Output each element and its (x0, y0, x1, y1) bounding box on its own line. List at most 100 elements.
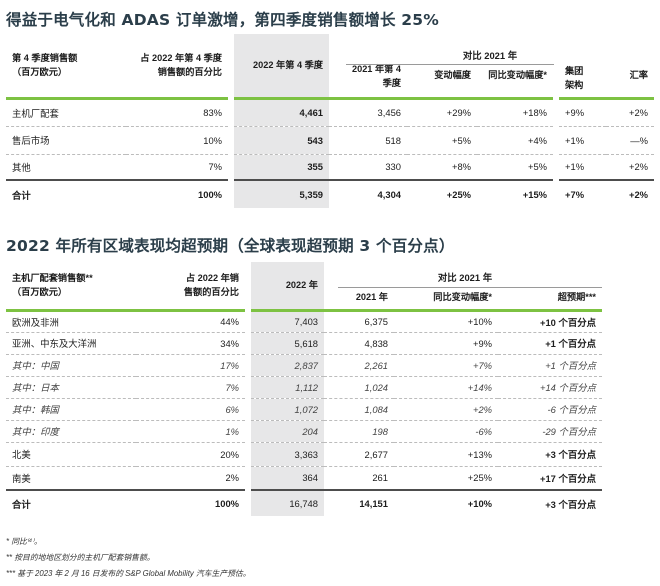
row-outperformance: +17 个百分点 (539, 472, 596, 484)
row-q4-2021: 3,456 (329, 96, 407, 127)
table2-header-row: 主机厂配套销售额** （百万欧元） 占 2022 年销 售额的百分比 2022 年 … (6, 262, 602, 310)
row-2022: 364 (245, 466, 324, 490)
total-2022: 16,748 (245, 489, 324, 516)
section2-title: 2022 年所有区域表现均超预期（全球表现超预期 3 个百分点） (6, 237, 455, 255)
table-row: 欧洲及非洲 44% 7,403 6,375 +10% +10 个百分点 (6, 308, 602, 333)
row-label: 其中：印度 (6, 420, 136, 443)
header-group: 集团 架构 (553, 34, 606, 98)
row-pct: 10% (126, 126, 231, 155)
total-label: 合计 (6, 179, 126, 208)
row-pct: 44% (136, 308, 248, 333)
total-q4-2022: 5,359 (228, 179, 329, 208)
header-q4-2021: 2021 年第 4 季度 (351, 64, 401, 89)
header-fx: 汇率 (629, 70, 648, 81)
row-outperformance: +1 个百分点 (498, 332, 602, 355)
row-yoy: -6% (394, 420, 498, 443)
total-group: +7% (553, 179, 606, 208)
row-group: +9% (553, 96, 606, 127)
footnote-2: ** 按目的地地区划分的主机厂配套销售额。 (6, 553, 155, 562)
header-share-label: 占 2022 年销 售额的百分比 (183, 273, 239, 298)
table-row: 其中：日本 7% 1,112 1,024 +14% +14 个百分点 (6, 376, 602, 399)
total-q4-2021: 4,304 (329, 179, 407, 208)
row-2022: 7,403 (245, 308, 324, 333)
total-fx: +2% (606, 179, 654, 208)
total-2021: 14,151 (324, 489, 394, 516)
table2-compare-rule (338, 287, 602, 288)
row-yoy: +5% (527, 161, 547, 173)
table-row: 北美 20% 3,363 2,677 +13% +3 个百分点 (6, 442, 602, 467)
header-2022: 2022 年 (245, 262, 324, 310)
row-pct: 34% (136, 332, 248, 355)
table2-compare-title: 对比 2021 年 (437, 272, 493, 283)
row-q4-2022: 543 (228, 126, 329, 155)
row-yoy: +14% (394, 376, 498, 399)
row-outperformance: -6 个百分点 (498, 398, 602, 421)
total-pct: 100% (126, 179, 231, 208)
row-yoy: +2% (394, 398, 498, 421)
total-yoy: +15% (477, 179, 556, 208)
header-oem-sales-label: 主机厂配套销售额** （百万欧元） (12, 273, 93, 298)
row-pct: 20% (136, 442, 248, 467)
row-group: +1% (553, 126, 606, 155)
table-row: 其他 7% 355 330 +8% +5% +1% +2% (6, 154, 654, 180)
row-2022: 2,837 (245, 354, 324, 377)
row-q4-2022: 355 (228, 154, 329, 180)
row-2021: 4,838 (324, 332, 394, 355)
row-2021: 1,084 (324, 398, 394, 421)
row-label: 其他 (12, 161, 31, 173)
row-yoy: +4% (477, 126, 556, 155)
row-outperformance: +14 个百分点 (498, 376, 602, 399)
table-row: 主机厂配套 83% 4,461 3,456 +29% +18% +9% +2% (6, 96, 654, 127)
row-yoy: +10% (394, 308, 498, 333)
table-row: 南美 2% 364 261 +25% +17 个百分点 (6, 466, 602, 490)
table-row: 其中：韩国 6% 1,072 1,084 +2% -6 个百分点 (6, 398, 602, 421)
row-outperformance: +10 个百分点 (498, 308, 602, 333)
row-q4-2022: 4,461 (228, 96, 329, 127)
row-label: 南美 (12, 472, 31, 484)
row-fx: +2% (606, 96, 654, 127)
row-label: 欧洲及非洲 (6, 308, 136, 333)
row-label: 主机厂配套 (6, 96, 126, 127)
row-yoy: +9% (394, 332, 498, 355)
row-label: 售后市场 (6, 126, 126, 155)
table-row: 亚洲、中东及大洋洲 34% 5,618 4,838 +9% +1 个百分点 (6, 332, 602, 355)
row-2022: 3,363 (245, 442, 324, 467)
row-2022: 204 (245, 420, 324, 443)
row-yoy: +7% (394, 354, 498, 377)
row-2021: 2,677 (324, 442, 394, 467)
row-fx: +2% (628, 161, 648, 173)
total-yoy: +10% (394, 489, 498, 516)
oem-region-table: 主机厂配套销售额** （百万欧元） 占 2022 年销 售额的百分比 2022 年 … (6, 262, 602, 516)
row-change: +5% (407, 126, 477, 155)
header-share-label: 占 2022 年第 4 季度 销售额的百分比 (140, 53, 222, 78)
row-q4-2021: 330 (385, 161, 401, 173)
header-yoy: 同比变动幅度* (433, 292, 492, 303)
table1-header-row: 第 4 季度销售额 （百万欧元） 占 2022 年第 4 季度 销售额的百分比 20… (6, 34, 654, 98)
row-2021: 198 (324, 420, 394, 443)
total-row: 合计 100% 5,359 4,304 +25% +15% +7% +2% (6, 179, 654, 208)
row-pct: 17% (136, 354, 248, 377)
row-2022: 1,072 (245, 398, 324, 421)
row-change: +29% (407, 96, 477, 127)
header-change: 变动幅度 (434, 70, 471, 81)
header-q4-2022: 2022 年第 4 季度 (228, 34, 329, 98)
row-2022: 1,112 (245, 376, 324, 399)
table-row: 其中：印度 1% 204 198 -6% -29 个百分点 (6, 420, 602, 443)
total-pct: 100% (136, 489, 248, 516)
footnote-3: *** 基于 2023 年 2 月 16 日发布的 S&P Global Mob… (6, 569, 251, 578)
table-row: 其中：中国 17% 2,837 2,261 +7% +1 个百分点 (6, 354, 602, 377)
header-outperformance: 超预期*** (557, 292, 596, 303)
row-change: +8% (451, 161, 471, 173)
table1-compare-title: 对比 2021 年 (462, 50, 518, 61)
q4-sales-table: 第 4 季度销售额 （百万欧元） 占 2022 年第 4 季度 销售额的百分比 20… (6, 34, 654, 208)
row-outperformance: +1 个百分点 (498, 354, 602, 377)
row-pct: 2% (225, 472, 239, 484)
row-label: 亚洲、中东及大洋洲 (6, 332, 136, 355)
row-outperformance: -29 个百分点 (498, 420, 602, 443)
row-outperformance: +3 个百分点 (498, 442, 602, 467)
row-2021: 2,261 (324, 354, 394, 377)
row-yoy: +13% (394, 442, 498, 467)
row-2021: 261 (372, 472, 388, 484)
total-row: 合计 100% 16,748 14,151 +10% +3 个百分点 (6, 489, 602, 516)
